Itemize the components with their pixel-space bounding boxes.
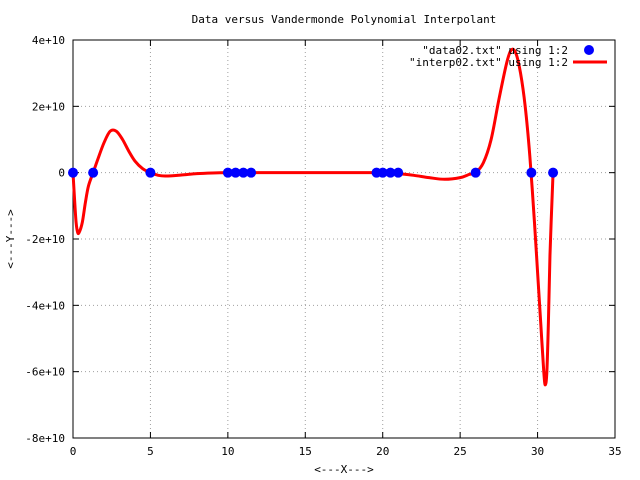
data-point xyxy=(145,167,156,178)
x-tick-label: 10 xyxy=(221,445,234,458)
series-data xyxy=(68,167,559,178)
data-point xyxy=(68,167,78,178)
legend-label-interp: "interp02.txt" using 1:2 xyxy=(409,56,568,69)
x-tick-label: 25 xyxy=(454,445,467,458)
data-point xyxy=(238,167,249,178)
x-tick-label: 15 xyxy=(299,445,312,458)
x-axis: 0 5 10 15 20 25 30 35 xyxy=(70,40,622,458)
y-tick-label: -2e+10 xyxy=(25,233,65,246)
data-point xyxy=(88,167,99,178)
x-tick-label: 30 xyxy=(531,445,544,458)
series-interp xyxy=(71,47,555,387)
grid xyxy=(73,40,615,438)
y-tick-label: 2e+10 xyxy=(32,100,65,113)
data-point xyxy=(222,167,233,178)
plot-frame xyxy=(72,39,616,439)
data-point xyxy=(548,167,559,178)
x-tick-label: 35 xyxy=(608,445,621,458)
data-point xyxy=(526,167,537,178)
interp-line xyxy=(71,47,555,387)
legend: "data02.txt" using 1:2"interp02.txt" usi… xyxy=(409,44,607,69)
x-axis-label: <---X---> xyxy=(314,463,374,476)
data-point xyxy=(246,167,257,178)
x-tick-label: 0 xyxy=(70,445,77,458)
y-tick-label: -6e+10 xyxy=(25,366,65,379)
y-axis-label: <---Y---> xyxy=(4,209,17,269)
data-point xyxy=(385,167,396,178)
data-point xyxy=(230,167,241,178)
data-point xyxy=(377,167,388,178)
legend-marker-data xyxy=(584,45,594,55)
y-tick-label: 4e+10 xyxy=(32,34,65,47)
chart-title: Data versus Vandermonde Polynomial Inter… xyxy=(192,13,497,26)
y-tick-label: -4e+10 xyxy=(25,299,65,312)
x-tick-label: 5 xyxy=(147,445,154,458)
y-tick-label: 0 xyxy=(58,167,65,180)
y-axis: 4e+10 2e+10 0 -2e+10 -4e+10 -6e+10 -8e+10 xyxy=(25,34,615,445)
legend-label-data: "data02.txt" using 1:2 xyxy=(422,44,568,57)
x-tick-label: 20 xyxy=(376,445,389,458)
data-point xyxy=(393,167,404,178)
data-point xyxy=(470,167,481,178)
y-tick-label: -8e+10 xyxy=(25,432,65,445)
